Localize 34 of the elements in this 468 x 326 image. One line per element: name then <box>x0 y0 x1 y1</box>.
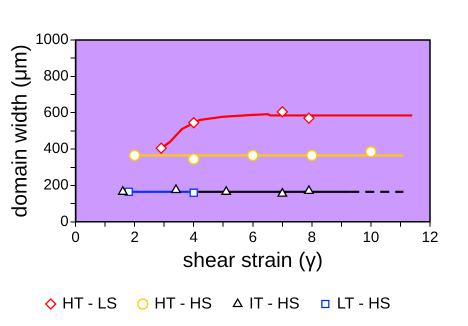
point <box>247 150 258 162</box>
legend-label: IT - HS <box>249 295 300 312</box>
point <box>118 186 128 195</box>
y-tick-label: 200 <box>44 176 69 194</box>
legend-label: LT - HS <box>336 295 390 312</box>
x-tick-label: 12 <box>422 228 438 246</box>
y-axis-title: domain width (μm) <box>8 44 32 218</box>
point <box>221 186 232 195</box>
point <box>188 153 200 165</box>
y-tick-label: 1000 <box>35 31 69 48</box>
point <box>156 142 167 154</box>
point <box>171 184 181 194</box>
legend-label: HT - LS <box>62 295 118 312</box>
x-tick-label: 8 <box>308 228 316 246</box>
x-axis-title: shear strain (γ) <box>182 249 323 272</box>
x-tick-label: 0 <box>71 228 80 246</box>
point <box>188 117 200 128</box>
x-tick-label: 2 <box>130 228 139 246</box>
point <box>190 188 198 197</box>
point <box>365 146 377 158</box>
point <box>303 112 315 124</box>
point <box>128 150 140 162</box>
legend-label: HT - HS <box>154 295 212 312</box>
y-tick-label: 800 <box>44 68 69 84</box>
y-tick-label: 600 <box>44 104 69 121</box>
point <box>276 106 288 118</box>
point <box>306 150 318 162</box>
x-tick-label: 4 <box>190 228 198 246</box>
point <box>277 188 288 197</box>
point <box>304 185 314 194</box>
y-tick-label: 400 <box>44 140 69 158</box>
y-tick-label: 0 <box>60 212 69 230</box>
x-tick-label: 10 <box>362 228 380 246</box>
x-tick-label: 6 <box>248 228 257 246</box>
